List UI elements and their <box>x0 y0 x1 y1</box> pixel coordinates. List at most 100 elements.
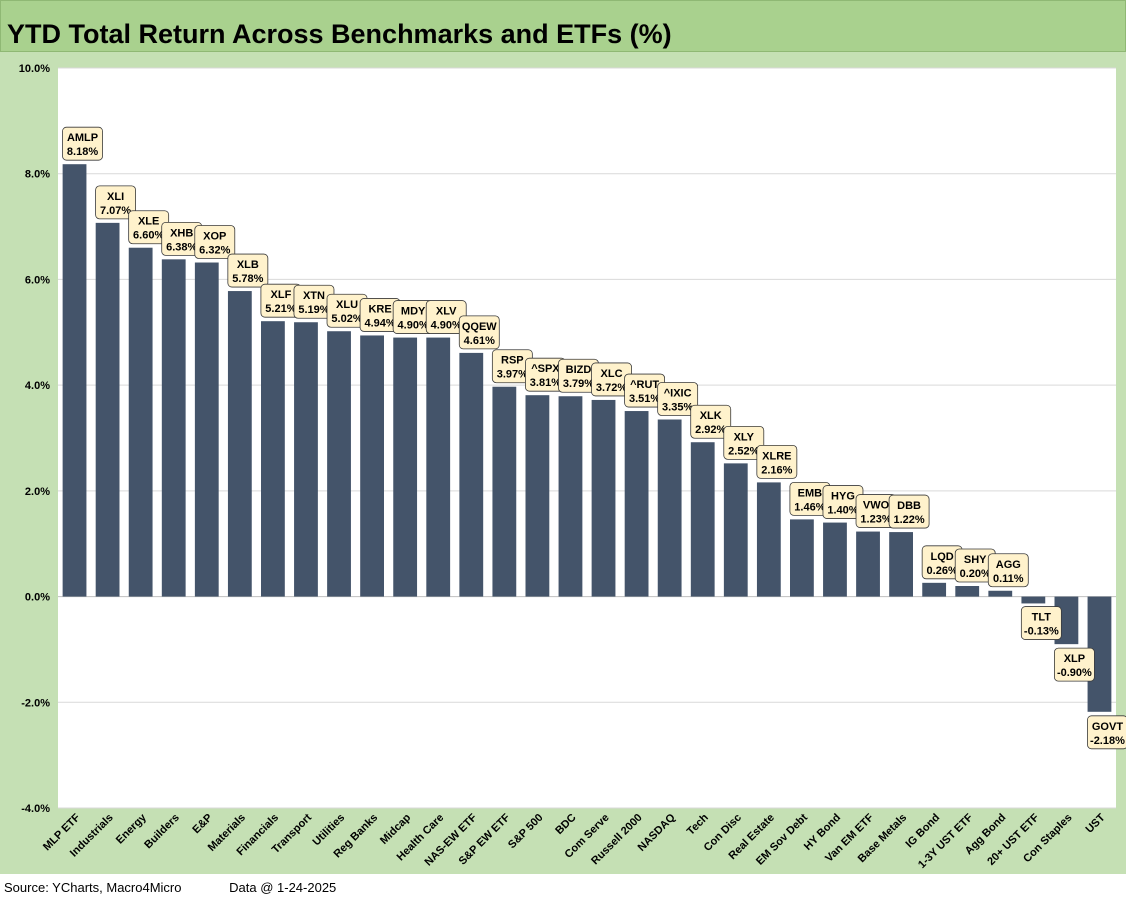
bar-xlv <box>426 337 451 597</box>
data-label-ticker: XLE <box>138 216 159 228</box>
data-label: ^SPX 3.81% <box>525 357 566 392</box>
data-label-value: 7.07% <box>100 205 131 217</box>
data-label-value: 2.92% <box>695 424 726 436</box>
data-label-box <box>95 185 136 220</box>
chart-frame: 10.0% 8.0% 6.0% 4.0% 2.0% 0.0% -2.0% -4.0% AMLP… <box>0 52 1126 874</box>
data-label: RSP 3.97% <box>491 349 533 384</box>
data-label: BIZD 3.79% <box>558 358 599 393</box>
data-label-value: 1.23% <box>860 514 891 526</box>
bar-qqew <box>459 352 484 597</box>
y-tick-label: -4.0% <box>21 803 50 815</box>
data-label-ticker: AGG <box>996 559 1021 571</box>
data-label-box <box>1020 606 1062 640</box>
y-axis: 10.0% 8.0% 6.0% 4.0% 2.0% 0.0% -2.0% -4.0% <box>19 63 50 815</box>
chart-title: YTD Total Return Across Benchmarks and E… <box>7 19 672 49</box>
data-label-box <box>756 444 798 479</box>
data-label-value: -2.18% <box>1090 735 1125 747</box>
data-label-value: 3.97% <box>497 369 528 381</box>
data-label-value: 6.60% <box>133 230 164 242</box>
data-label-value: 5.21% <box>265 303 296 315</box>
data-label-value: 4.61% <box>464 335 495 347</box>
bar-shy <box>955 586 980 597</box>
data-label-value: 4.94% <box>364 317 395 329</box>
footer: Source: YCharts, Macro4Micro Data @ 1-24… <box>4 880 336 895</box>
data-label-value: 1.22% <box>893 514 924 526</box>
data-label-ticker: XTN <box>303 290 325 302</box>
bar-ixic <box>657 419 682 597</box>
data-label-ticker: EMB <box>798 487 823 499</box>
data-label-ticker: ^SPX <box>531 363 560 375</box>
data-label-box <box>458 315 500 350</box>
data-label: XLV 4.90% <box>425 300 467 334</box>
data-date-note: Data @ 1-24-2025 <box>229 880 337 895</box>
bar-xlk <box>690 442 715 597</box>
bar-agg <box>988 590 1013 597</box>
data-label-value: 8.18% <box>67 146 98 158</box>
data-label-ticker: AMLP <box>67 132 98 144</box>
bar-xle <box>128 247 153 597</box>
bar-xop <box>194 262 219 597</box>
bar-kre <box>360 335 384 597</box>
bar-xli <box>95 222 120 597</box>
data-label: XLK 2.92% <box>690 404 732 439</box>
data-label-ticker: HYG <box>831 491 855 503</box>
data-label-box <box>657 382 699 416</box>
data-label-ticker: XHB <box>170 227 193 239</box>
bar-lqd <box>922 582 947 597</box>
data-label: GOVT -2.18% <box>1087 715 1126 750</box>
bar-vwo <box>856 531 880 597</box>
data-label-value: 1.40% <box>827 505 858 517</box>
x-tick-label: UST <box>1084 811 1108 835</box>
data-label-box <box>723 425 765 460</box>
data-label-value: 6.32% <box>199 245 230 257</box>
data-label: XLP -0.90% <box>1054 647 1095 682</box>
y-tick-label: 2.0% <box>25 486 50 498</box>
data-label-ticker: LQD <box>931 551 954 563</box>
data-label-value: 3.35% <box>662 402 693 414</box>
y-tick-label: 4.0% <box>25 380 50 392</box>
data-label-value: 0.20% <box>960 568 991 580</box>
data-label-ticker: KRE <box>368 303 391 315</box>
x-tick-label: Builders <box>142 812 182 852</box>
bar-xhb <box>161 259 186 597</box>
data-label-value: 3.72% <box>596 382 627 394</box>
data-label: TLT -0.13% <box>1020 606 1062 640</box>
data-label-value: 0.26% <box>927 565 958 577</box>
data-label-value: 5.19% <box>298 304 329 316</box>
data-label-value: 6.38% <box>166 241 197 253</box>
data-label-box <box>1087 715 1126 750</box>
y-tick-label: 0.0% <box>25 592 50 604</box>
data-label-ticker: VWO <box>863 500 890 512</box>
data-label-value: 3.79% <box>563 378 594 390</box>
data-label: XTN 5.19% <box>293 284 335 319</box>
data-label-ticker: RSP <box>501 355 524 367</box>
data-label: XLC 3.72% <box>591 362 632 397</box>
data-label: XLRE 2.16% <box>756 444 798 479</box>
x-tick-label: BDC <box>553 812 578 837</box>
bar-xlre <box>756 482 781 597</box>
data-label-ticker: QQEW <box>462 321 497 333</box>
data-label-ticker: TLT <box>1032 612 1052 624</box>
bar-xtn <box>294 322 318 597</box>
data-label-box <box>1054 647 1095 682</box>
data-label: AGG 0.11% <box>987 553 1029 588</box>
data-label-value: 5.78% <box>232 273 263 285</box>
bar-rut <box>624 411 649 597</box>
data-label-value: 4.90% <box>398 320 429 332</box>
data-label-ticker: XLP <box>1064 653 1085 665</box>
data-label-ticker: ^RUT <box>630 379 659 391</box>
y-tick-label: -2.0% <box>21 697 50 709</box>
data-label-box <box>227 253 269 288</box>
data-label-value: -0.13% <box>1024 626 1059 638</box>
bar-govt <box>1087 596 1112 712</box>
data-label-value: 2.16% <box>761 464 792 476</box>
data-label-box <box>194 225 236 259</box>
bars <box>62 164 1112 712</box>
data-label-ticker: XLB <box>237 259 259 271</box>
data-label-box <box>888 494 930 529</box>
data-label: MDY 4.90% <box>392 300 434 334</box>
data-label-ticker: XLRE <box>762 450 791 462</box>
y-tick-label: 8.0% <box>25 169 50 181</box>
data-label: XLF 5.21% <box>260 283 302 318</box>
data-label-value: 1.46% <box>794 501 825 513</box>
